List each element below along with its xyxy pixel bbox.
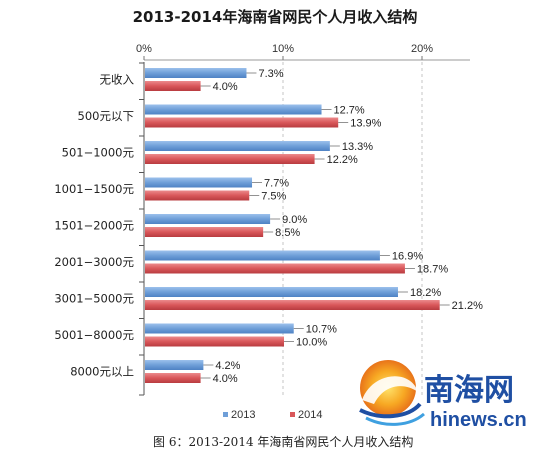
- data-label-2013: 16.9%: [392, 251, 423, 263]
- category-label: 500元以下: [78, 109, 134, 123]
- data-label-2014: 21.2%: [452, 300, 483, 312]
- category-label: 3001−5000元: [54, 292, 134, 306]
- data-label-2013: 18.2%: [410, 287, 441, 299]
- chart-title: 2013-2014年海南省网民个人月收入结构: [133, 8, 418, 26]
- bar-2014: [145, 263, 405, 274]
- bar-2014: [145, 300, 440, 310]
- legend-label-2013: 2013: [231, 409, 255, 421]
- category-label: 5001−8000元: [54, 328, 134, 342]
- category-label: 501−1000元: [62, 146, 135, 160]
- bar-2014: [145, 227, 264, 237]
- category-label: 8000元以上: [70, 365, 134, 379]
- x-axis: 0% 10% 20%: [136, 43, 470, 61]
- bars: [145, 68, 440, 383]
- figure-caption: 图 6：2013-2014 年海南省网民个人月收入结构: [153, 434, 413, 449]
- logo-main-text: 南海网: [424, 373, 514, 408]
- category-label: 1001−1500元: [54, 182, 134, 196]
- bar-2013: [145, 214, 271, 224]
- data-labels: 7.3% 4.0% 12.7%13.9% 13.3%12.2% 7.7%7.5% 9.0%…: [200, 68, 483, 385]
- bar-2013: [145, 250, 380, 261]
- category-axis: 无收入 500元以下 501−1000元 1001−1500元 1501−2000元 20…: [54, 62, 145, 396]
- legend: 2013 2014: [223, 409, 322, 421]
- data-label-2013: 10.7%: [306, 324, 337, 336]
- data-label-2014: 12.2%: [327, 154, 358, 166]
- data-label-2014: 10.0%: [296, 337, 327, 349]
- bar-2014: [145, 154, 315, 164]
- x-tick-label: 10%: [272, 43, 294, 55]
- legend-swatch-2014: [290, 412, 295, 417]
- bar-2014: [145, 190, 250, 201]
- data-label-2013: 9.0%: [282, 214, 307, 226]
- x-tick-label: 20%: [411, 43, 433, 55]
- data-label-2014: 18.7%: [417, 264, 448, 276]
- bar-2013: [145, 141, 330, 151]
- data-label-2014: 8.5%: [275, 227, 300, 239]
- data-label-2013: 4.2%: [215, 360, 240, 372]
- bar-2014: [145, 373, 201, 383]
- data-label-2013: 13.3%: [342, 141, 373, 153]
- data-label-2013: 7.7%: [264, 178, 289, 190]
- sun-swirl-icon: [359, 360, 425, 426]
- data-label-2013: 7.3%: [258, 68, 283, 80]
- bar-2013: [145, 287, 398, 297]
- hinews-watermark-logo: 南海网 hinews.cn: [359, 360, 527, 431]
- bar-2013: [145, 177, 253, 188]
- bar-2014: [145, 336, 284, 347]
- bar-2013: [145, 104, 322, 115]
- category-label: 2001−3000元: [54, 255, 134, 269]
- data-label-2014: 13.9%: [350, 118, 381, 130]
- legend-label-2014: 2014: [298, 409, 322, 421]
- data-label-2013: 12.7%: [334, 105, 365, 117]
- category-label: 1501−2000元: [54, 219, 134, 233]
- bar-2014: [145, 81, 201, 91]
- data-label-2014: 4.0%: [213, 373, 238, 385]
- bar-2013: [145, 323, 294, 334]
- category-label: 无收入: [100, 73, 135, 87]
- bar-2014: [145, 117, 339, 128]
- legend-swatch-2013: [223, 412, 228, 417]
- data-label-2014: 4.0%: [213, 81, 238, 93]
- x-tick-label: 0%: [136, 43, 152, 55]
- data-label-2014: 7.5%: [261, 191, 286, 203]
- bar-2013: [145, 68, 247, 78]
- logo-sub-text: hinews.cn: [430, 409, 527, 431]
- bar-2013: [145, 360, 204, 370]
